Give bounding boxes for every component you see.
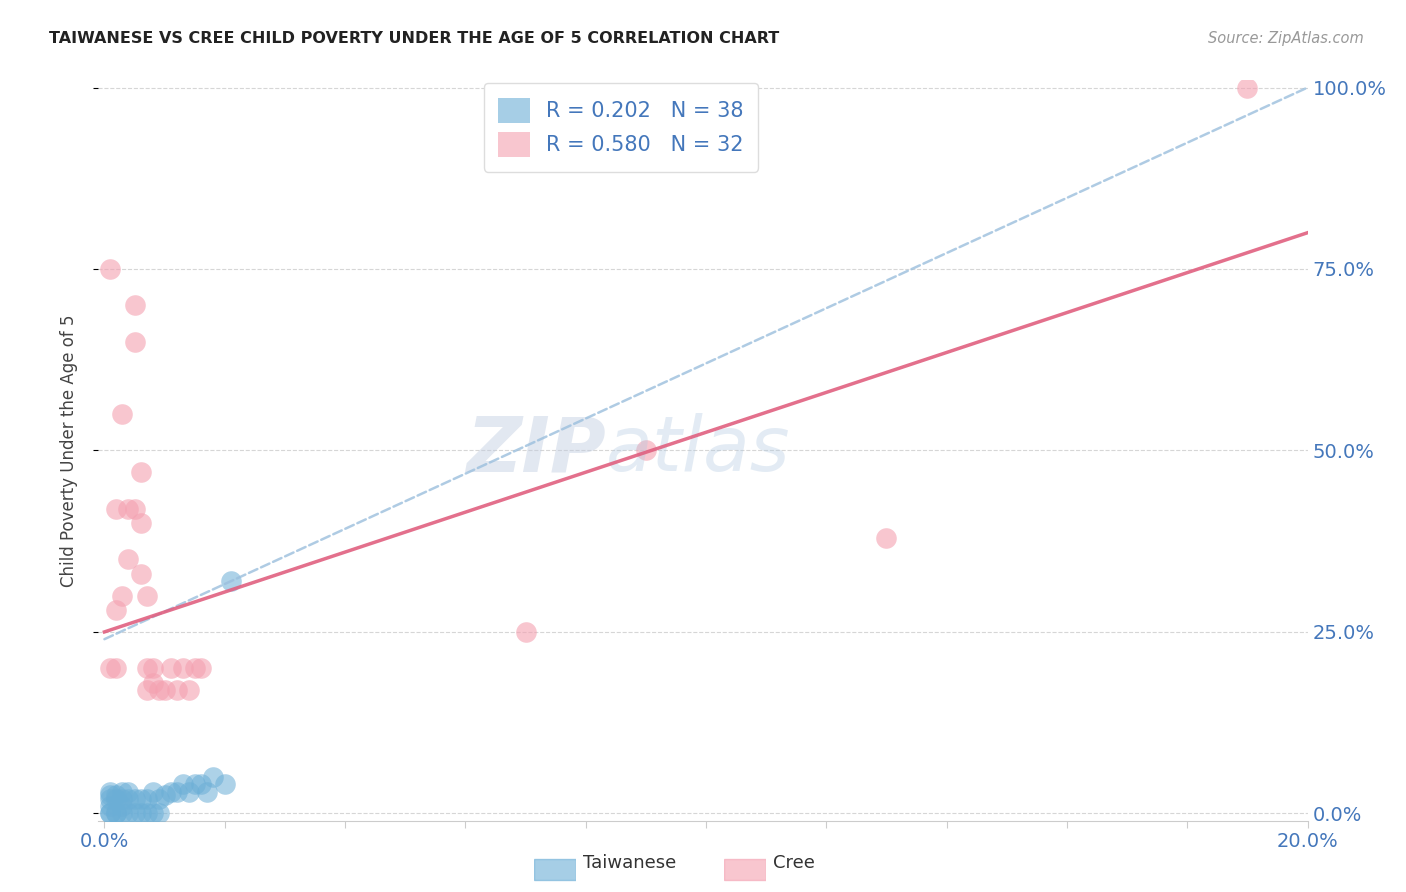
Point (148, 806, 170, 821)
Point (129, 792, 152, 806)
Point (129, 516, 152, 530)
Point (129, 566, 152, 581)
Point (117, 552, 139, 566)
Bar (724, 859, 766, 880)
Point (100, 806, 122, 821)
Point (148, 792, 170, 806)
Point (117, 784, 139, 798)
Point (515, 624, 537, 639)
Point (129, 465, 152, 479)
Point (111, 589, 134, 603)
Point (201, 770, 224, 784)
Point (111, 792, 134, 806)
Point (190, 661, 212, 675)
Point (105, 792, 128, 806)
Point (100, 789, 122, 803)
Point (195, 784, 218, 798)
Point (166, 683, 188, 698)
Point (105, 789, 128, 803)
Text: Cree: Cree (773, 855, 815, 872)
Bar (534, 859, 576, 880)
Point (129, 806, 152, 821)
Point (1236, 80, 1258, 95)
Point (142, 784, 165, 798)
Point (105, 661, 128, 675)
Point (135, 683, 157, 698)
Point (100, 806, 122, 821)
Point (100, 792, 122, 806)
Point (100, 262, 122, 277)
Point (148, 683, 170, 698)
Text: Taiwanese: Taiwanese (583, 855, 676, 872)
Point (117, 501, 139, 516)
Point (159, 784, 181, 798)
Point (153, 789, 176, 803)
Point (111, 806, 134, 821)
Point (100, 661, 122, 675)
Point (166, 784, 188, 798)
Point (124, 792, 146, 806)
Point (135, 661, 157, 675)
Text: atlas: atlas (606, 414, 790, 487)
Point (124, 334, 146, 349)
Point (135, 792, 157, 806)
Point (100, 799, 122, 814)
Point (111, 784, 134, 798)
Point (142, 806, 165, 821)
Point (634, 443, 657, 458)
Point (153, 683, 176, 698)
Point (124, 501, 146, 516)
Point (159, 661, 181, 675)
Point (172, 661, 194, 675)
Legend: R = 0.202   N = 38, R = 0.580   N = 32: R = 0.202 N = 38, R = 0.580 N = 32 (484, 83, 758, 171)
Text: Source: ZipAtlas.com: Source: ZipAtlas.com (1208, 31, 1364, 46)
Y-axis label: Child Poverty Under the Age of 5: Child Poverty Under the Age of 5 (59, 314, 77, 587)
Point (124, 806, 146, 821)
Point (124, 298, 146, 312)
Point (177, 683, 200, 698)
Point (105, 806, 128, 821)
Point (190, 777, 212, 791)
Point (105, 806, 128, 821)
Point (219, 574, 242, 588)
Point (183, 777, 205, 791)
Point (875, 531, 897, 545)
Point (172, 777, 194, 791)
Point (135, 806, 157, 821)
Point (111, 799, 134, 814)
Point (105, 603, 128, 617)
Point (142, 675, 165, 690)
Text: TAIWANESE VS CREE CHILD POVERTY UNDER THE AGE OF 5 CORRELATION CHART: TAIWANESE VS CREE CHILD POVERTY UNDER TH… (49, 31, 779, 46)
Point (117, 792, 139, 806)
Point (100, 784, 122, 798)
Point (111, 407, 134, 421)
Point (183, 661, 205, 675)
Point (135, 589, 157, 603)
Point (177, 784, 200, 798)
Point (142, 661, 165, 675)
Point (214, 777, 236, 791)
Point (105, 501, 128, 516)
Text: ZIP: ZIP (467, 414, 606, 487)
Point (117, 806, 139, 821)
